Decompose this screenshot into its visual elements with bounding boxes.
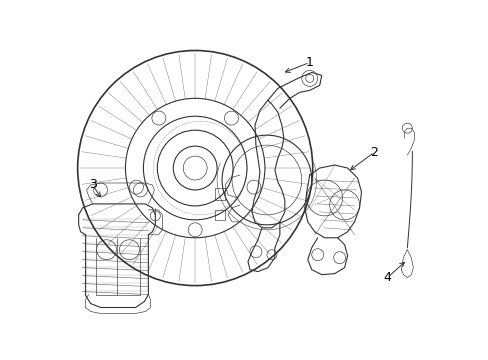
- Text: 4: 4: [383, 271, 390, 284]
- Text: 2: 2: [370, 145, 378, 159]
- Text: 1: 1: [305, 56, 313, 69]
- Text: 3: 3: [88, 179, 96, 192]
